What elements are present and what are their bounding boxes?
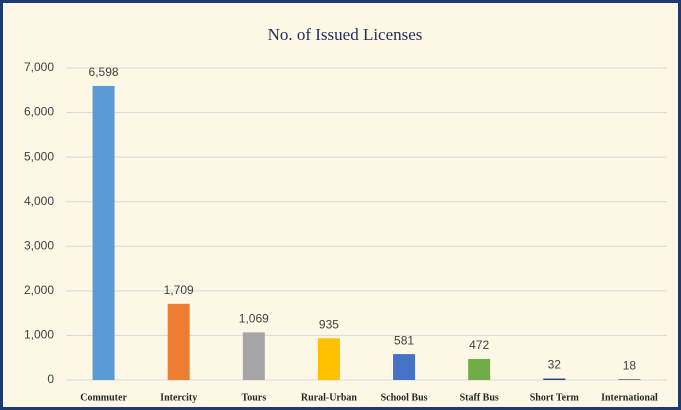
x-tick-label: International [601, 392, 658, 403]
value-label: 6,598 [89, 65, 119, 79]
y-tick-label: 2,000 [24, 283, 54, 297]
x-tick-label: Intercity [160, 392, 197, 403]
value-label: 935 [319, 317, 339, 331]
y-tick-label: 3,000 [24, 238, 54, 252]
x-tick-label: Commuter [80, 392, 127, 403]
y-tick-label: 5,000 [24, 149, 54, 163]
value-label: 472 [469, 338, 489, 352]
y-tick-label: 4,000 [24, 194, 54, 208]
bar [543, 378, 566, 380]
value-label: 1,069 [239, 312, 269, 326]
bar [242, 332, 265, 380]
bar [618, 379, 641, 380]
bar [167, 303, 190, 380]
bar [317, 338, 340, 380]
bar [393, 354, 416, 380]
chart-title: No. of Issued Licenses [268, 25, 423, 44]
x-tick-label: Rural-Urban [301, 392, 358, 403]
bar [92, 85, 115, 380]
y-tick-label: 1,000 [24, 328, 54, 342]
value-label: 581 [394, 333, 414, 347]
x-tick-label: Tours [241, 392, 266, 403]
x-tick-label: Short Term [530, 392, 580, 403]
y-tick-label: 0 [47, 372, 54, 386]
value-label: 18 [623, 358, 637, 372]
y-tick-label: 7,000 [24, 60, 54, 74]
y-tick-label: 6,000 [24, 105, 54, 119]
value-label: 32 [548, 358, 562, 372]
x-tick-label: Staff Bus [460, 392, 499, 403]
value-label: 1,709 [164, 283, 194, 297]
bar [468, 358, 491, 380]
x-tick-label: School Bus [381, 392, 428, 403]
